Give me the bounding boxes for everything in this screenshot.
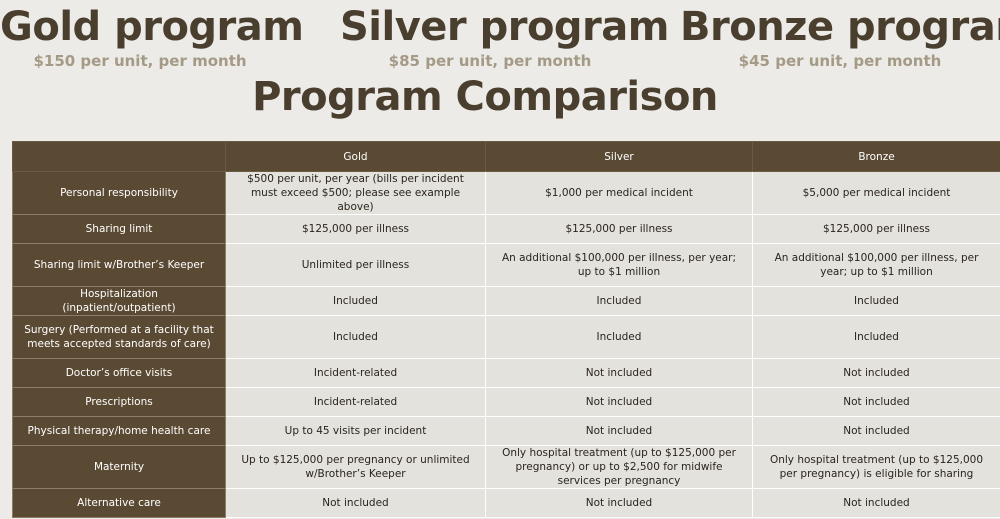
bronze-cell: An additional $100,000 per illness, per … bbox=[752, 243, 1000, 287]
bronze-cell: $125,000 per illness bbox=[752, 214, 1000, 244]
table-row: Physical therapy/home health care Up to … bbox=[12, 416, 1000, 446]
bronze-cell: Not included bbox=[752, 488, 1000, 518]
silver-cell: Not included bbox=[485, 358, 753, 388]
row-label: Sharing limit w/Brother’s Keeper bbox=[12, 243, 226, 287]
row-label: Surgery (Performed at a facility that me… bbox=[12, 315, 226, 359]
table-header-row: Gold Silver Bronze bbox=[12, 141, 1000, 172]
silver-cell: $1,000 per medical incident bbox=[485, 171, 753, 215]
plan-bronze-name: Bronze program bbox=[680, 4, 1000, 50]
row-label: Personal responsibility bbox=[12, 171, 226, 215]
gold-cell: $500 per unit, per year (bills per incid… bbox=[225, 171, 486, 215]
silver-cell: Included bbox=[485, 315, 753, 359]
plan-silver-name: Silver program bbox=[340, 4, 669, 50]
row-label: Maternity bbox=[12, 445, 226, 489]
silver-cell: Only hospital treatment (up to $125,000 … bbox=[485, 445, 753, 489]
gold-cell: Incident-related bbox=[225, 387, 486, 417]
bronze-cell: Not included bbox=[752, 416, 1000, 446]
header-silver: Silver bbox=[485, 141, 753, 172]
table-row: Hospitalization (inpatient/outpatient) I… bbox=[12, 286, 1000, 316]
table-row: Surgery (Performed at a facility that me… bbox=[12, 315, 1000, 359]
bronze-cell: Only hospital treatment (up to $125,000 … bbox=[752, 445, 1000, 489]
silver-cell: Not included bbox=[485, 387, 753, 417]
table-row: Personal responsibility $500 per unit, p… bbox=[12, 171, 1000, 215]
plan-silver-price: $85 per unit, per month bbox=[388, 52, 592, 70]
row-label: Physical therapy/home health care bbox=[12, 416, 226, 446]
gold-cell: Included bbox=[225, 286, 486, 316]
table-row: Doctor’s office visits Incident-related … bbox=[12, 358, 1000, 388]
gold-cell: Incident-related bbox=[225, 358, 486, 388]
bronze-cell: Not included bbox=[752, 358, 1000, 388]
gold-cell: Not included bbox=[225, 488, 486, 518]
plan-gold-price: $150 per unit, per month bbox=[33, 52, 247, 70]
table-row: Sharing limit w/Brother’s Keeper Unlimit… bbox=[12, 243, 1000, 287]
plan-gold: Gold program $150 per unit, per month bbox=[0, 2, 304, 70]
plan-bronze-price: $45 per unit, per month bbox=[738, 52, 942, 70]
bronze-cell: Not included bbox=[752, 387, 1000, 417]
gold-cell: Up to $125,000 per pregnancy or unlimite… bbox=[225, 445, 486, 489]
silver-cell: $125,000 per illness bbox=[485, 214, 753, 244]
silver-cell: An additional $100,000 per illness, per … bbox=[485, 243, 753, 287]
plan-silver: Silver program $85 per unit, per month bbox=[340, 2, 669, 70]
silver-cell: Not included bbox=[485, 488, 753, 518]
header-bronze: Bronze bbox=[752, 141, 1000, 172]
gold-cell: $125,000 per illness bbox=[225, 214, 486, 244]
table-row: Prescriptions Incident-related Not inclu… bbox=[12, 387, 1000, 417]
gold-cell: Included bbox=[225, 315, 486, 359]
row-label: Sharing limit bbox=[12, 214, 226, 244]
bronze-cell: Included bbox=[752, 315, 1000, 359]
table-row: Sharing limit $125,000 per illness $125,… bbox=[12, 214, 1000, 244]
header-gold: Gold bbox=[225, 141, 486, 172]
section-title: Program Comparison bbox=[252, 74, 718, 120]
gold-cell: Up to 45 visits per incident bbox=[225, 416, 486, 446]
table-row: Maternity Up to $125,000 per pregnancy o… bbox=[12, 445, 1000, 489]
comparison-table: Gold Silver Bronze Personal responsibili… bbox=[12, 141, 1000, 518]
silver-cell: Included bbox=[485, 286, 753, 316]
table-row: Alternative care Not included Not includ… bbox=[12, 488, 1000, 518]
row-label: Prescriptions bbox=[12, 387, 226, 417]
silver-cell: Not included bbox=[485, 416, 753, 446]
bronze-cell: $5,000 per medical incident bbox=[752, 171, 1000, 215]
bronze-cell: Included bbox=[752, 286, 1000, 316]
header-blank bbox=[12, 141, 226, 172]
gold-cell: Unlimited per illness bbox=[225, 243, 486, 287]
row-label: Alternative care bbox=[12, 488, 226, 518]
row-label: Doctor’s office visits bbox=[12, 358, 226, 388]
plan-bronze: Bronze program $45 per unit, per month bbox=[680, 2, 1000, 70]
row-label: Hospitalization (inpatient/outpatient) bbox=[12, 286, 226, 316]
plan-gold-name: Gold program bbox=[0, 4, 304, 50]
